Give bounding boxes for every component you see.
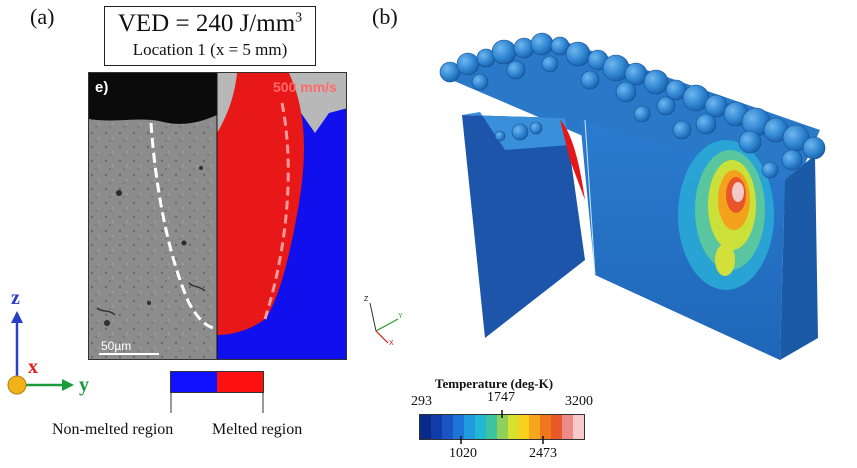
colorbar-ticks <box>460 410 544 444</box>
subfigure-label: e) <box>95 79 109 96</box>
non-melted-label: Non-melted region <box>52 421 174 438</box>
panel-a-label: (a) <box>30 4 55 29</box>
temperature-legend: Temperature (deg-K) 293 1747 3200 1020 2… <box>405 376 605 464</box>
y-axis-label: y <box>79 374 89 396</box>
colorbar-segment <box>573 415 585 439</box>
region-legend-bar <box>170 371 264 393</box>
tick-1020: 1020 <box>449 446 477 461</box>
melted-swatch <box>217 372 263 392</box>
legend-leaders <box>170 393 264 413</box>
colorbar-segment <box>474 415 486 439</box>
colorbar-segment <box>540 415 552 439</box>
condition-box: VED = 240 J/mm3 Location 1 (x = 5 mm) <box>104 6 316 66</box>
location-subtitle: Location 1 (x = 5 mm) <box>132 40 288 59</box>
speed-label: 500 mm/s <box>273 79 337 95</box>
colorbar-segment <box>420 415 431 439</box>
triad-x: X <box>389 340 394 347</box>
triad-z: Z <box>364 296 369 303</box>
tick-2473: 2473 <box>529 446 557 461</box>
tick-1747: 1747 <box>487 390 515 405</box>
colorbar-segment <box>518 415 530 439</box>
colorbar-segment <box>452 415 464 439</box>
axis-triad-a <box>7 311 74 395</box>
colorbar-segment <box>507 415 519 439</box>
colorbar-segment <box>430 415 442 439</box>
ved-title: VED = 240 J/mm3 <box>117 10 303 37</box>
colorbar-segment <box>529 415 541 439</box>
tick-293: 293 <box>411 394 432 409</box>
melted-label: Melted region <box>212 421 303 438</box>
x-axis-label: x <box>28 356 38 378</box>
simulation-render <box>439 32 826 360</box>
panel-b-label: (b) <box>372 4 398 29</box>
z-axis-label: z <box>11 287 20 309</box>
colorbar-segment <box>485 415 497 439</box>
non-melted-swatch <box>171 372 217 392</box>
melt-boundary-dashed <box>149 122 218 331</box>
colorbar-segment <box>496 415 508 439</box>
scale-bar-label: 50µm <box>101 339 132 353</box>
axis-triad-b <box>369 302 399 344</box>
temperature-title: Temperature (deg-K) <box>435 376 554 391</box>
colorbar-segment <box>562 415 574 439</box>
micrograph-comparison: e) 500 mm/s 50µm <box>88 72 347 360</box>
micrograph-image <box>89 73 346 359</box>
colorbar-segment <box>551 415 563 439</box>
colorbar-segment <box>463 415 475 439</box>
colorbar-segment <box>441 415 453 439</box>
tick-3200: 3200 <box>565 394 593 409</box>
triad-y: Y <box>398 313 403 320</box>
